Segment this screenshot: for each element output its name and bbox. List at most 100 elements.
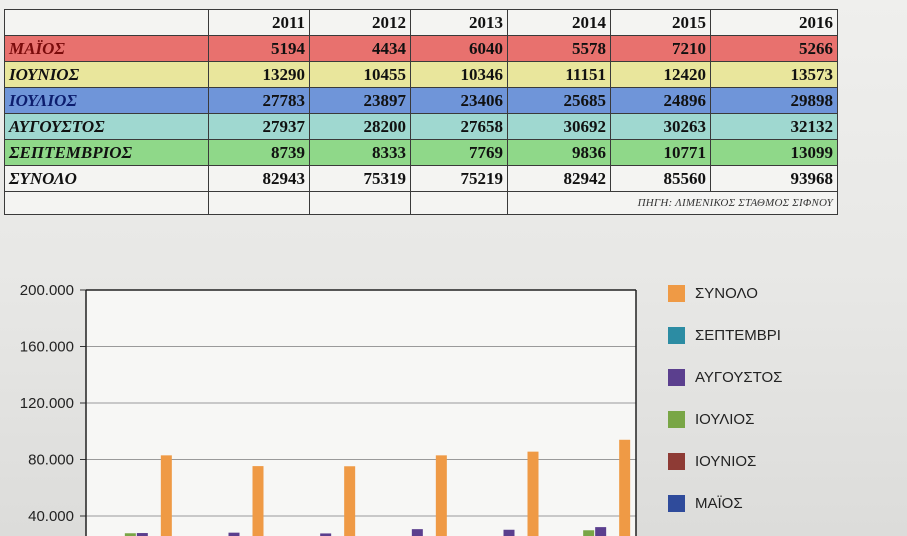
table-cell: 12420 <box>610 61 711 88</box>
plot-area <box>86 290 636 536</box>
year-header: 2016 <box>710 9 838 36</box>
bar <box>595 527 607 536</box>
table-row-total: ΣΥΝΟΛΟ 82943 75319 75219 82942 85560 939… <box>4 165 838 192</box>
table-row-august: ΑΥΓΟΥΣΤΟΣ 27937 28200 27658 30692 30263 … <box>4 113 838 140</box>
legend-item: ΣΥΝΟΛΟ <box>668 284 888 302</box>
table-cell: 5266 <box>710 35 838 62</box>
row-label: ΑΥΓΟΥΣΤΟΣ <box>4 113 209 140</box>
row-label: ΣΕΠΤΕΜΒΡΙΟΣ <box>4 139 209 166</box>
table-cell: 13290 <box>208 61 310 88</box>
table-cell: 7769 <box>410 139 508 166</box>
table-row-may: ΜΑΪΟΣ 5194 4434 6040 5578 7210 5266 <box>4 35 838 62</box>
passenger-table: 2011 2012 2013 2014 2015 2016 ΜΑΪΟΣ 5194… <box>4 9 838 215</box>
y-tick-label: 120.000 <box>20 395 74 412</box>
row-label: ΣΥΝΟΛΟ <box>4 165 209 192</box>
bar <box>124 533 136 536</box>
legend-swatch <box>668 284 685 302</box>
table-cell: 30263 <box>610 113 711 140</box>
table-header-row: 2011 2012 2013 2014 2015 2016 <box>4 9 838 36</box>
bar <box>320 533 332 536</box>
table-cell: 24896 <box>610 87 711 114</box>
header-empty-cell <box>4 9 209 36</box>
table-row-june: ΙΟΥΝΙΟΣ 13290 10455 10346 11151 12420 13… <box>4 61 838 88</box>
table-cell: 7210 <box>610 35 711 62</box>
table-cell: 23897 <box>309 87 411 114</box>
table-row-september: ΣΕΠΤΕΜΒΡΙΟΣ 8739 8333 7769 9836 10771 13… <box>4 139 838 166</box>
y-tick-label: 160.000 <box>20 339 74 356</box>
bar <box>503 529 515 536</box>
table-cell: 32132 <box>710 113 838 140</box>
table-cell: 82942 <box>507 165 611 192</box>
table-cell: 82943 <box>208 165 310 192</box>
legend-swatch <box>668 410 685 428</box>
table-cell: 25685 <box>507 87 611 114</box>
empty-cell <box>410 191 508 215</box>
chart-canvas: 200.000 160.000 120.000 80.000 40.000 <box>20 282 637 536</box>
empty-cell <box>4 191 209 215</box>
legend-swatch <box>668 326 685 344</box>
legend-item: ΙΟΥΝΙΟΣ <box>668 452 888 470</box>
legend-item: ΣΕΠΤΕΜΒΡΙ <box>668 326 888 344</box>
table-cell: 11151 <box>507 61 611 88</box>
legend-item: ΜΑΪΟΣ <box>668 494 888 512</box>
y-tick-label: 40.000 <box>28 508 74 525</box>
table-cell: 27658 <box>410 113 508 140</box>
legend-label: ΑΥΓΟΥΣΤΟΣ <box>695 368 783 386</box>
table-cell: 10771 <box>610 139 711 166</box>
table-cell: 28200 <box>309 113 411 140</box>
table-cell: 93968 <box>710 165 838 192</box>
legend-label: ΙΟΥΝΙΟΣ <box>695 452 757 470</box>
table-cell: 23406 <box>410 87 508 114</box>
bar <box>228 532 240 536</box>
table-cell: 6040 <box>410 35 508 62</box>
year-header: 2015 <box>610 9 711 36</box>
table-cell: 29898 <box>710 87 838 114</box>
table-cell: 75219 <box>410 165 508 192</box>
table-cell: 27937 <box>208 113 310 140</box>
year-header: 2013 <box>410 9 508 36</box>
legend-item: ΑΥΓΟΥΣΤΟΣ <box>668 368 888 386</box>
table-cell: 27783 <box>208 87 310 114</box>
bar <box>344 466 356 536</box>
y-tick-label: 200.000 <box>20 282 74 299</box>
row-label: ΜΑΪΟΣ <box>4 35 209 62</box>
table-cell: 13099 <box>710 139 838 166</box>
year-header: 2011 <box>208 9 310 36</box>
table-cell: 4434 <box>309 35 411 62</box>
bar <box>435 455 447 536</box>
year-header: 2014 <box>507 9 611 36</box>
bar <box>527 451 539 536</box>
table-cell: 13573 <box>710 61 838 88</box>
table-cell: 10455 <box>309 61 411 88</box>
legend-swatch <box>668 368 685 386</box>
bar <box>252 466 264 536</box>
table-cell: 75319 <box>309 165 411 192</box>
row-label: ΙΟΥΛΙΟΣ <box>4 87 209 114</box>
legend-item: ΙΟΥΛΙΟΣ <box>668 410 888 428</box>
table-cell: 30692 <box>507 113 611 140</box>
table-cell: 5578 <box>507 35 611 62</box>
bar <box>411 529 423 536</box>
legend-swatch <box>668 452 685 470</box>
empty-cell <box>208 191 310 215</box>
legend-label: ΙΟΥΛΙΟΣ <box>695 410 755 428</box>
empty-cell <box>309 191 411 215</box>
table-cell: 85560 <box>610 165 711 192</box>
table-cell: 9836 <box>507 139 611 166</box>
table-cell: 10346 <box>410 61 508 88</box>
table-cell: 8739 <box>208 139 310 166</box>
legend-label: ΜΑΪΟΣ <box>695 494 743 512</box>
bar <box>583 530 595 536</box>
year-header: 2012 <box>309 9 411 36</box>
table-cell: 8333 <box>309 139 411 166</box>
row-label: ΙΟΥΝΙΟΣ <box>4 61 209 88</box>
bar <box>160 455 172 536</box>
y-tick-label: 80.000 <box>28 452 74 469</box>
legend-label: ΣΥΝΟΛΟ <box>695 284 758 302</box>
legend-swatch <box>668 494 685 512</box>
table-row-july: ΙΟΥΛΙΟΣ 27783 23897 23406 25685 24896 29… <box>4 87 838 114</box>
bar <box>619 439 631 536</box>
bar <box>136 533 148 536</box>
source-note: ΠΗΓΗ: ΛΙΜΕΝΙΚΟΣ ΣΤΑΘΜΟΣ ΣΙΦΝΟΥ <box>507 191 838 215</box>
